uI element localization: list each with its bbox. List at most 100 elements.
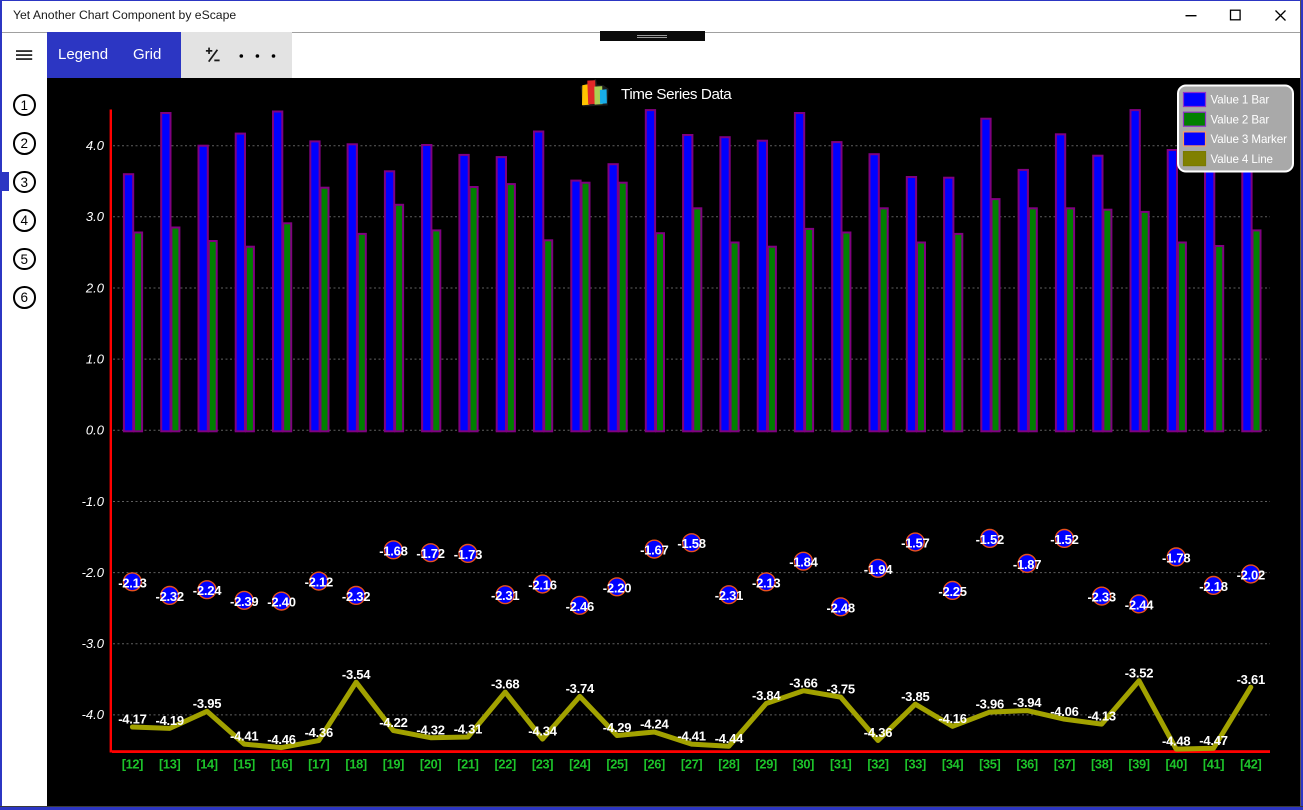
svg-text:-2.12: -2.12 [305, 575, 333, 590]
svg-text:-1.58: -1.58 [677, 536, 705, 551]
svg-text:-3.85: -3.85 [901, 689, 929, 704]
svg-text:[35]: [35] [979, 756, 1000, 771]
svg-text:[38]: [38] [1091, 756, 1112, 771]
svg-text:-4.29: -4.29 [603, 720, 631, 735]
svg-text:-4.13: -4.13 [1088, 709, 1116, 724]
svg-text:-3.96: -3.96 [976, 697, 1004, 712]
svg-text:-2.39: -2.39 [230, 594, 258, 609]
svg-text:2.0: 2.0 [85, 280, 105, 295]
svg-text:-3.66: -3.66 [789, 675, 817, 690]
svg-text:Value 3 Marker: Value 3 Marker [1211, 133, 1288, 146]
svg-text:-3.75: -3.75 [827, 682, 855, 697]
svg-text:[41]: [41] [1203, 756, 1224, 771]
svg-text:-1.87: -1.87 [1013, 557, 1041, 572]
svg-text:[29]: [29] [756, 756, 777, 771]
svg-text:-2.13: -2.13 [118, 575, 146, 590]
svg-text:-2.13: -2.13 [752, 575, 780, 590]
svg-text:-2.44: -2.44 [1125, 597, 1154, 612]
svg-text:-1.73: -1.73 [454, 547, 482, 562]
svg-text:-2.33: -2.33 [1088, 590, 1116, 605]
svg-text:-4.47: -4.47 [1199, 733, 1227, 748]
svg-text:[17]: [17] [308, 756, 329, 771]
svg-text:-1.94: -1.94 [864, 562, 893, 577]
svg-text:-4.06: -4.06 [1050, 704, 1078, 719]
svg-text:-1.67: -1.67 [640, 543, 668, 558]
svg-text:-3.54: -3.54 [342, 667, 371, 682]
svg-text:[36]: [36] [1016, 756, 1037, 771]
svg-text:[14]: [14] [196, 756, 217, 771]
svg-text:-3.0: -3.0 [82, 636, 105, 651]
svg-text:-2.32: -2.32 [342, 589, 370, 604]
svg-text:-4.16: -4.16 [938, 711, 966, 726]
svg-text:3.0: 3.0 [86, 209, 105, 224]
svg-text:-4.48: -4.48 [1162, 734, 1190, 749]
svg-text:[39]: [39] [1128, 756, 1149, 771]
svg-text:[13]: [13] [159, 756, 180, 771]
svg-text:-2.40: -2.40 [267, 595, 295, 610]
svg-text:-3.84: -3.84 [752, 688, 781, 703]
svg-text:-1.52: -1.52 [976, 532, 1004, 547]
svg-text:-4.19: -4.19 [156, 713, 184, 728]
svg-text:[20]: [20] [420, 756, 441, 771]
svg-text:-4.0: -4.0 [82, 707, 105, 722]
svg-text:[31]: [31] [830, 756, 851, 771]
svg-text:[30]: [30] [793, 756, 814, 771]
svg-text:-4.34: -4.34 [528, 724, 557, 739]
svg-text:[18]: [18] [345, 756, 366, 771]
svg-text:-2.48: -2.48 [827, 600, 855, 615]
svg-text:-3.61: -3.61 [1237, 672, 1265, 687]
svg-text:[22]: [22] [495, 756, 516, 771]
svg-text:-2.02: -2.02 [1237, 568, 1265, 583]
svg-text:[16]: [16] [271, 756, 292, 771]
svg-text:[25]: [25] [606, 756, 627, 771]
svg-text:[26]: [26] [644, 756, 665, 771]
svg-text:-2.20: -2.20 [603, 580, 631, 595]
svg-text:-2.16: -2.16 [528, 578, 556, 593]
svg-text:Value 1 Bar: Value 1 Bar [1211, 94, 1270, 107]
svg-text:[27]: [27] [681, 756, 702, 771]
svg-text:[28]: [28] [718, 756, 739, 771]
svg-text:Value 4 Line: Value 4 Line [1211, 153, 1273, 166]
svg-text:[40]: [40] [1166, 756, 1187, 771]
svg-text:-3.68: -3.68 [491, 677, 519, 692]
svg-text:[19]: [19] [383, 756, 404, 771]
svg-text:-4.46: -4.46 [267, 732, 295, 747]
svg-text:[15]: [15] [234, 756, 255, 771]
svg-text:-2.31: -2.31 [491, 588, 519, 603]
svg-text:1.0: 1.0 [86, 351, 105, 366]
svg-text:-3.74: -3.74 [566, 681, 595, 696]
svg-text:[24]: [24] [569, 756, 590, 771]
svg-text:[34]: [34] [942, 756, 963, 771]
svg-text:-1.57: -1.57 [901, 536, 929, 551]
svg-text:[32]: [32] [867, 756, 888, 771]
svg-text:-2.46: -2.46 [566, 599, 594, 614]
svg-text:[23]: [23] [532, 756, 553, 771]
svg-text:4.0: 4.0 [86, 138, 105, 153]
svg-text:[42]: [42] [1240, 756, 1261, 771]
svg-text:-2.25: -2.25 [938, 584, 966, 599]
svg-text:-1.68: -1.68 [379, 543, 407, 558]
svg-text:-4.36: -4.36 [305, 725, 333, 740]
svg-text:-4.44: -4.44 [715, 731, 744, 746]
svg-text:-3.94: -3.94 [1013, 695, 1042, 710]
svg-text:Time Series Data: Time Series Data [621, 86, 732, 103]
svg-text:-4.24: -4.24 [640, 717, 669, 732]
svg-text:-1.52: -1.52 [1050, 532, 1078, 547]
svg-text:-2.32: -2.32 [156, 589, 184, 604]
svg-text:-2.0: -2.0 [82, 565, 105, 580]
svg-text:0.0: 0.0 [86, 423, 105, 438]
svg-text:-4.36: -4.36 [864, 725, 892, 740]
svg-text:-4.31: -4.31 [454, 722, 482, 737]
svg-text:[12]: [12] [122, 756, 143, 771]
svg-text:-2.31: -2.31 [715, 588, 743, 603]
svg-text:-2.18: -2.18 [1199, 579, 1227, 594]
svg-text:-1.84: -1.84 [789, 555, 818, 570]
svg-text:-1.0: -1.0 [82, 494, 105, 509]
svg-text:Value 2 Bar: Value 2 Bar [1211, 113, 1270, 126]
svg-text:-4.22: -4.22 [379, 715, 407, 730]
svg-text:[37]: [37] [1054, 756, 1075, 771]
svg-text:-4.32: -4.32 [416, 722, 444, 737]
svg-text:-1.78: -1.78 [1162, 550, 1190, 565]
svg-text:-4.41: -4.41 [230, 729, 258, 744]
svg-text:[21]: [21] [457, 756, 478, 771]
